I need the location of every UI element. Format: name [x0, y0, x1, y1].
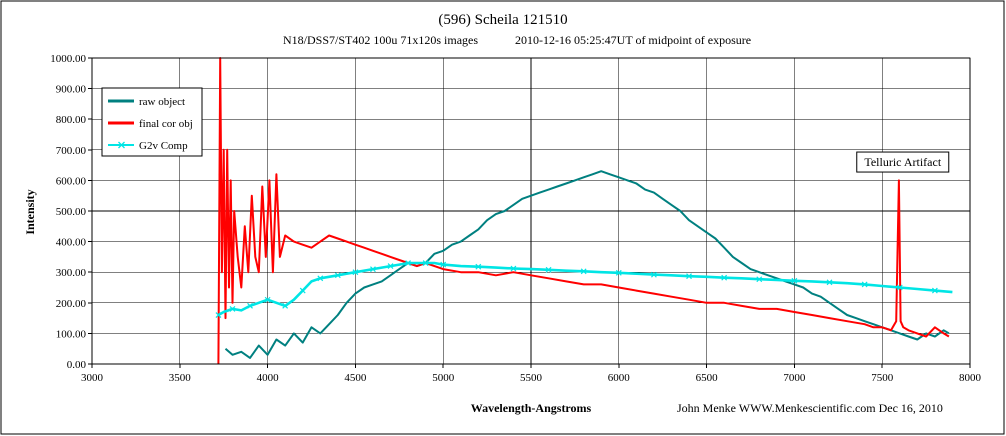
y-tick-label-6: 600.00 — [56, 175, 87, 187]
annotations: Telluric Artifact — [856, 151, 950, 173]
x-tick-label-0: 3000 — [81, 372, 104, 384]
legend-label-2: G2v Comp — [139, 140, 188, 152]
series-marker-2-38 — [650, 271, 657, 278]
series-marker-2-30 — [510, 265, 517, 272]
plot-border — [91, 57, 971, 365]
x-tick-label-6: 6000 — [608, 372, 631, 384]
y-tick-label-3: 300.00 — [56, 267, 87, 279]
legend-items: raw object final cor obj G2v Comp — [108, 96, 193, 152]
y-axis-ticks: 0.00 100.00 200.00 300.00 400.00 500.00 600.00… — [50, 53, 92, 371]
series-marker-2-42 — [721, 274, 728, 281]
legend: raw object final cor obj G2v Comp — [101, 87, 203, 157]
series-marker-2-34 — [580, 268, 587, 275]
series-marker-2-4 — [247, 302, 253, 309]
series-marker-2-52 — [896, 284, 903, 291]
series-marker-2-46 — [791, 277, 798, 284]
legend-label-1: final cor obj — [139, 118, 193, 130]
y-tick-label-5: 500.00 — [56, 206, 87, 218]
series-marker-2-16 — [352, 269, 359, 276]
x-tick-label-3: 4500 — [344, 372, 367, 384]
series-marker-2-18 — [370, 266, 376, 273]
series-marker-2-22 — [405, 260, 412, 266]
x-axis-ticks: 3000 3500 4000 4500 5000 5500 6000 6500 7000 7500… — [81, 364, 982, 384]
x-tick-label-8: 7000 — [783, 372, 806, 384]
chart-subtitle-left: N18/DSS7/ST402 100u 71x120s images — [283, 33, 478, 47]
series-lines — [215, 57, 953, 365]
y-axis-title: Intensity — [23, 189, 37, 234]
series-marker-2-40 — [686, 273, 692, 280]
legend-marker-2 — [118, 141, 125, 149]
y-tick-label-9: 900.00 — [56, 84, 87, 96]
y-tick-label-2: 200.00 — [56, 298, 87, 310]
x-tick-label-10: 8000 — [959, 372, 982, 384]
y-tick-label-4: 400.00 — [56, 237, 87, 249]
series-marker-2-44 — [756, 276, 763, 283]
y-tick-label-7: 700.00 — [56, 145, 87, 157]
y-tick-label-8: 800.00 — [56, 114, 87, 126]
series-marker-2-20 — [387, 263, 394, 270]
series-marker-2-14 — [334, 272, 341, 279]
chart-title: (596) Scheila 121510 — [438, 12, 567, 28]
y-tick-label-1: 100.00 — [56, 328, 87, 340]
series-marker-2-6 — [264, 296, 271, 303]
x-tick-label-2: 4000 — [257, 372, 280, 384]
series-marker-2-54 — [931, 287, 938, 294]
series-marker-2-28 — [475, 263, 482, 270]
y-tick-label-0: 0.00 — [67, 359, 87, 371]
legend-label-0: raw object — [139, 96, 185, 108]
series-marker-2-10 — [299, 287, 306, 294]
chart-subtitle-right: 2010-12-16 05:25:47UT of midpoint of exp… — [515, 33, 751, 47]
x-tick-label-9: 7500 — [871, 372, 894, 384]
series-marker-2-12 — [317, 275, 324, 282]
chart-credit: John Menke WWW.Menkescientific.com Dec 1… — [677, 401, 943, 415]
x-tick-label-1: 3500 — [169, 372, 192, 384]
series-line-2 — [217, 261, 953, 317]
series-marker-2-32 — [545, 266, 552, 273]
x-tick-label-4: 5000 — [432, 372, 455, 384]
x-tick-label-7: 6500 — [696, 372, 719, 384]
x-axis-title: Wavelength-Angstroms — [471, 401, 592, 415]
annotation-label-0: Telluric Artifact — [864, 155, 941, 169]
y-tick-label-10: 1000.00 — [50, 53, 86, 65]
series-marker-2-8 — [282, 302, 289, 309]
series-marker-2-48 — [826, 279, 833, 286]
series-marker-2-0 — [215, 312, 222, 318]
series-marker-2-2 — [229, 305, 236, 312]
x-tick-label-5: 5500 — [520, 372, 543, 384]
series-marker-2-36 — [615, 269, 622, 276]
series-marker-2-26 — [440, 261, 447, 268]
series-marker-2-50 — [861, 281, 868, 288]
series-line-0 — [224, 170, 950, 359]
series-marker-2-24 — [422, 260, 429, 266]
annotation-box-0 — [856, 151, 950, 173]
